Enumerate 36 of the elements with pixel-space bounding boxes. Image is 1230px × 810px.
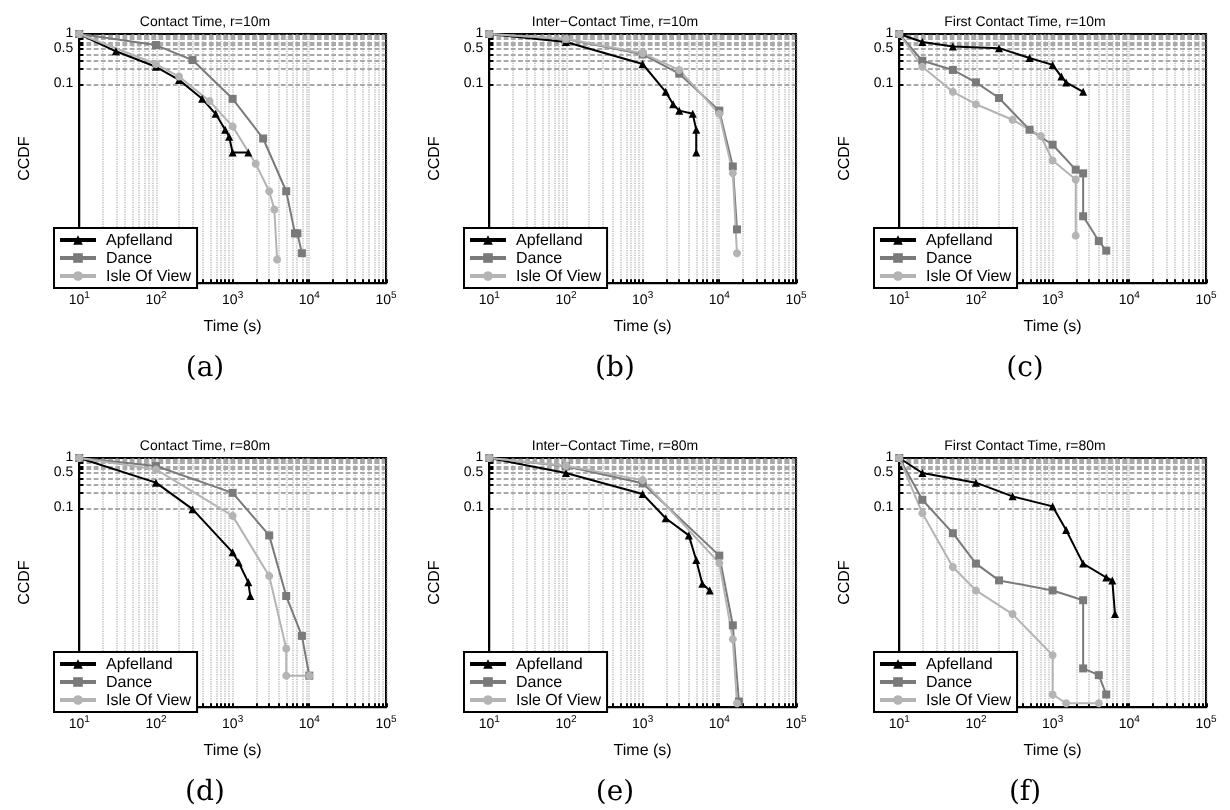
y-axis-title: CCDF [835, 136, 853, 181]
text: (a) [183, 350, 227, 388]
y-axis-title: CCDF [15, 136, 33, 181]
legend-label: Apfelland [926, 231, 993, 249]
x-axis-title: Time (s) [1023, 317, 1083, 335]
legend-label: Isle Of View [106, 691, 192, 709]
x-axis-title: Time (s) [203, 741, 263, 759]
x-axis-title: Time (s) [613, 741, 673, 759]
text: (e) [593, 774, 637, 810]
text: (b) [593, 350, 637, 388]
legend-label: Apfelland [926, 655, 993, 673]
legend-label: Isle Of View [516, 691, 602, 709]
y-axis-title: CCDF [835, 560, 853, 605]
x-axis-title: Time (s) [203, 317, 263, 335]
x-axis-title: Time (s) [613, 317, 673, 335]
legend-label: Isle Of View [516, 267, 602, 285]
y-axis-title: CCDF [15, 560, 33, 605]
legend-label: Dance [516, 673, 564, 691]
text: (c) [1004, 350, 1046, 388]
legend-label: Dance [516, 249, 564, 267]
text: (d) [183, 774, 227, 810]
legend-label: Isle Of View [926, 691, 1012, 709]
legend-label: Apfelland [106, 231, 173, 249]
y-axis-title: CCDF [425, 136, 443, 181]
legend-label: Dance [926, 249, 974, 267]
legend-label: Dance [106, 249, 154, 267]
legend-label: Apfelland [106, 655, 173, 673]
legend-label: Isle Of View [926, 267, 1012, 285]
legend-label: Dance [926, 673, 974, 691]
legend-label: Isle Of View [106, 267, 192, 285]
legend-label: Dance [106, 673, 154, 691]
legend-label: Apfelland [516, 231, 583, 249]
text: (f) [1006, 774, 1044, 810]
y-axis-title: CCDF [425, 560, 443, 605]
legend-label: Apfelland [516, 655, 583, 673]
x-axis-title: Time (s) [1023, 741, 1083, 759]
